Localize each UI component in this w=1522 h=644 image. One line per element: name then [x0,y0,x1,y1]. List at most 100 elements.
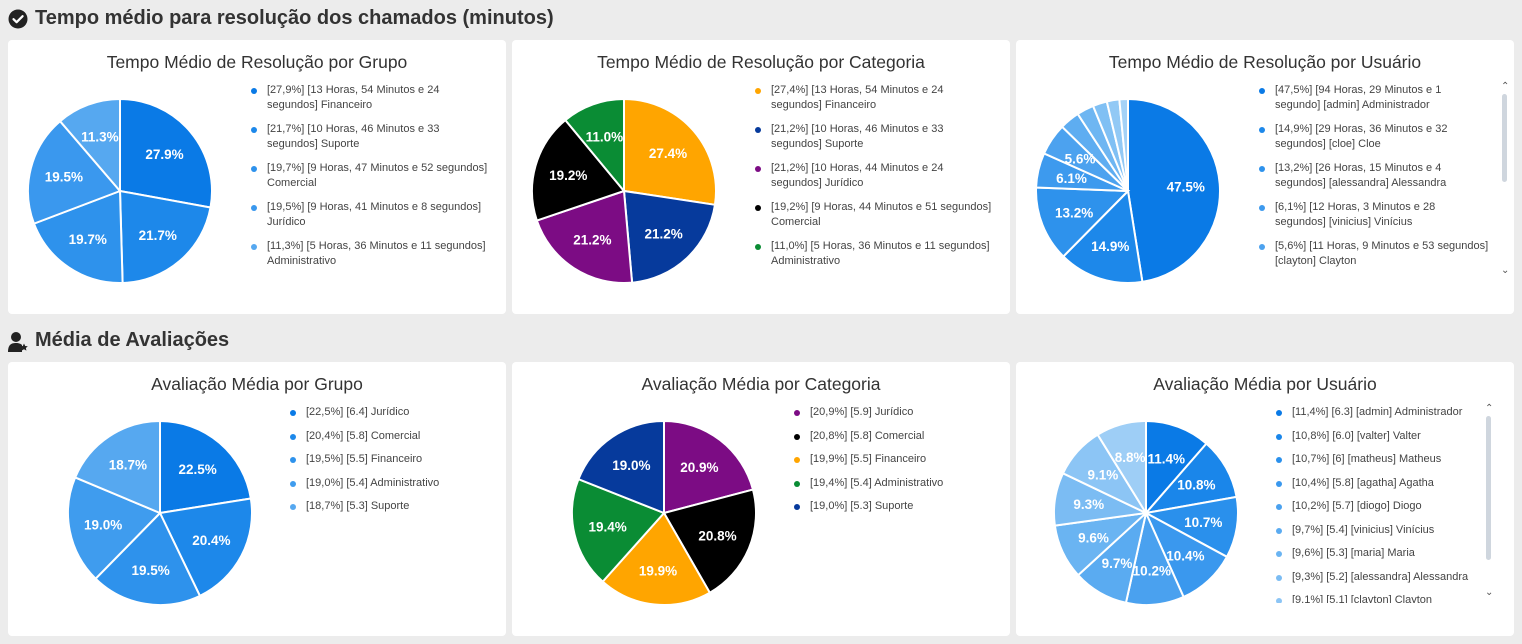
pie-slice[interactable] [94,511,202,606]
legend-item[interactable]: [9,3%] [5.2] [alessandra] Alessandra [1276,570,1476,585]
pie-slice[interactable] [158,497,253,598]
slice-label: 9.3% [1073,497,1104,512]
legend-item[interactable]: [21,2%] [10 Horas, 44 Minutos e 24 segun… [755,161,995,191]
legend-label: [20,9%] [5.9] Jurídico [810,406,914,418]
legend-scroll-up-icon[interactable]: ⌃ [1485,403,1494,414]
pie-slice[interactable] [27,119,122,225]
legend-item[interactable]: [6,1%] [12 Horas, 3 Minutos e 28 segundo… [1259,200,1489,230]
legend-item[interactable]: [11,3%] [5 Horas, 36 Minutos e 11 segund… [251,239,491,269]
slice-label: 19.7% [69,232,107,247]
pie-slice[interactable] [623,97,717,206]
legend-label: [10,7%] [6] [matheus] Matheus [1292,453,1442,465]
legend-label: [19,0%] [5.4] Administrativo [306,476,440,489]
pie-slice[interactable] [1145,419,1208,516]
pie-slice[interactable] [1127,97,1221,284]
chart-card-category-rating: Avaliação Média por Categoria 20.9% 20.8%… [512,362,1010,636]
legend-item[interactable]: [9,1%] [5.1] [clayton] Clayton [1276,593,1476,603]
legend-item[interactable]: [47,5%] [94 Horas, 29 Minutos e 1 segund… [1259,83,1489,113]
pie-slice[interactable] [535,189,634,284]
legend-item[interactable]: [19,9%] [5.5] Financeiro [794,452,994,467]
legend-scroll-down-icon[interactable]: ⌄ [1501,265,1510,276]
legend-item[interactable]: [9,6%] [5.3] [maria] Maria [1276,546,1476,561]
legend-color-dot [1276,598,1282,603]
pie-slice[interactable] [1035,186,1131,258]
pie-slice[interactable] [159,419,252,515]
legend-scroll-up-icon[interactable]: ⌃ [1501,81,1510,92]
legend-label: [11,4%] [6.3] [admin] Administrador [1292,406,1463,418]
legend-item[interactable]: [19,0%] [5.4] Administrativo [290,476,490,491]
legend-item[interactable]: [14,9%] [29 Horas, 36 Minutos e 32 segun… [1259,122,1489,152]
pie-slice[interactable] [563,97,625,194]
pie-chart: 11.4% 10.8% 10.7% 10.4%10.2%9.7% 9.6% 9.3% 9.1… [1053,419,1239,606]
legend-color-dot [1259,205,1265,211]
slice-label: 20.9% [680,460,718,475]
slice-label: 5.6% [1065,151,1096,166]
legend-item[interactable]: [19,7%] [9 Horas, 47 Minutos e 52 segund… [251,161,491,191]
legend-item[interactable]: [18,7%] [5.3] Suporte [290,499,490,514]
chart-legend[interactable]: [11,4%] [6.3] [admin] Administrador [10,8… [1276,405,1476,603]
legend-item[interactable]: [10,8%] [6.0] [valter] Valter [1276,429,1476,444]
chart-card-user-rating: Avaliação Média por Usuário 11.4% 10.8% 10… [1016,362,1514,636]
legend-item[interactable]: [20,8%] [5.8] Comercial [794,429,994,444]
legend-item[interactable]: [19,4%] [5.4] Administrativo [794,476,994,491]
legend-label: [10,2%] [5.7] [diogo] Diogo [1292,500,1422,512]
pie-slice[interactable] [662,488,757,595]
pie-chart: 20.9% 20.8% 19.9% 19.4% 19.0% [571,419,757,606]
slice-label: 13.2% [1055,205,1093,220]
legend-scroll-down-icon[interactable]: ⌄ [1485,587,1494,598]
legend-item[interactable]: [21,2%] [10 Horas, 46 Minutos e 33 segun… [755,122,995,152]
pie-slice[interactable] [1096,419,1147,517]
pie-slice[interactable] [577,419,665,515]
pie-slice[interactable] [119,97,213,209]
chart-legend[interactable]: [47,5%] [94 Horas, 29 Minutos e 1 segund… [1259,83,1489,271]
legend-item[interactable]: [10,7%] [6] [matheus] Matheus [1276,452,1476,467]
legend-label: [19,7%] [9 Horas, 47 Minutos e 52 segund… [267,162,488,189]
pie-slice[interactable] [67,476,162,581]
legend-item[interactable]: [10,2%] [5.7] [diogo] Diogo [1276,499,1476,514]
legend-item[interactable]: [27,9%] [13 Horas, 54 Minutos e 24 segun… [251,83,491,113]
pie-chart: 27.4% 21.2% 21.2% 19.2% 11.0% [531,97,717,284]
legend-item[interactable]: [19,5%] [9 Horas, 41 Minutos e 8 segundo… [251,200,491,230]
pie-slice[interactable] [531,118,626,222]
legend-label: [20,4%] [5.8] Comercial [306,429,421,442]
pie-slice[interactable] [601,511,712,606]
pie-slice[interactable] [32,189,124,284]
pie-slice[interactable] [1118,97,1129,192]
legend-item[interactable]: [11,0%] [5 Horas, 36 Minutos e 11 segund… [755,239,995,269]
legend-item[interactable]: [9,7%] [5.4] [vinicius] Vinícius [1276,523,1476,538]
legend-item[interactable]: [21,7%] [10 Horas, 46 Minutos e 33 segun… [251,122,491,152]
pie-slice[interactable] [73,419,161,515]
legend-item[interactable]: [20,4%] [5.8] Comercial [290,429,490,444]
legend-item[interactable]: [13,2%] [26 Horas, 15 Minutos e 4 segund… [1259,161,1489,191]
slice-label: 11.0% [586,129,624,144]
legend-item[interactable]: [11,4%] [6.3] [admin] Administrador [1276,405,1476,420]
user-star-icon [8,331,28,352]
slice-label: 9.7% [1102,556,1133,571]
pie-slice[interactable] [622,189,717,284]
legend-item[interactable]: [22,5%] [6.4] Jurídico [290,405,490,420]
pie-slice[interactable] [663,419,755,515]
legend-label: [19,0%] [5.3] Suporte [810,500,914,512]
slice-label: 21.7% [139,228,177,243]
legend-scrollbar[interactable] [1502,94,1507,182]
slice-label: 20.4% [192,533,230,548]
slice-label: 11.4% [1148,452,1186,467]
legend-label: [21,2%] [10 Horas, 44 Minutos e 24 segun… [771,162,944,189]
legend-color-dot [755,127,761,133]
legend-item[interactable]: [5,6%] [11 Horas, 9 Minutos e 53 segundo… [1259,239,1489,269]
pie-slice[interactable] [58,97,121,194]
slice-label: 8.8% [1115,450,1146,465]
pie-slice[interactable] [118,189,212,284]
legend-color-dot [290,480,296,487]
legend-item[interactable]: [19,0%] [5.3] Suporte [794,499,994,514]
chart-card-group-rating: Avaliação Média por Grupo 22.5% 20.4% 19.5… [8,362,506,636]
legend-item[interactable]: [20,9%] [5.9] Jurídico [794,405,994,420]
legend-item[interactable]: [10,4%] [5.8] [agatha] Agatha [1276,476,1476,491]
legend-item[interactable]: [19,2%] [9 Horas, 44 Minutos e 51 segund… [755,200,995,230]
legend-item[interactable]: [27,4%] [13 Horas, 54 Minutos e 24 segun… [755,83,995,113]
legend-color-dot [1259,127,1265,133]
pie-slice[interactable] [1061,188,1144,284]
legend-item[interactable]: [19,5%] [5.5] Financeiro [290,452,490,467]
chart-title: Tempo Médio de Resolução por Usuário [1108,52,1422,72]
legend-scrollbar[interactable] [1486,416,1491,560]
